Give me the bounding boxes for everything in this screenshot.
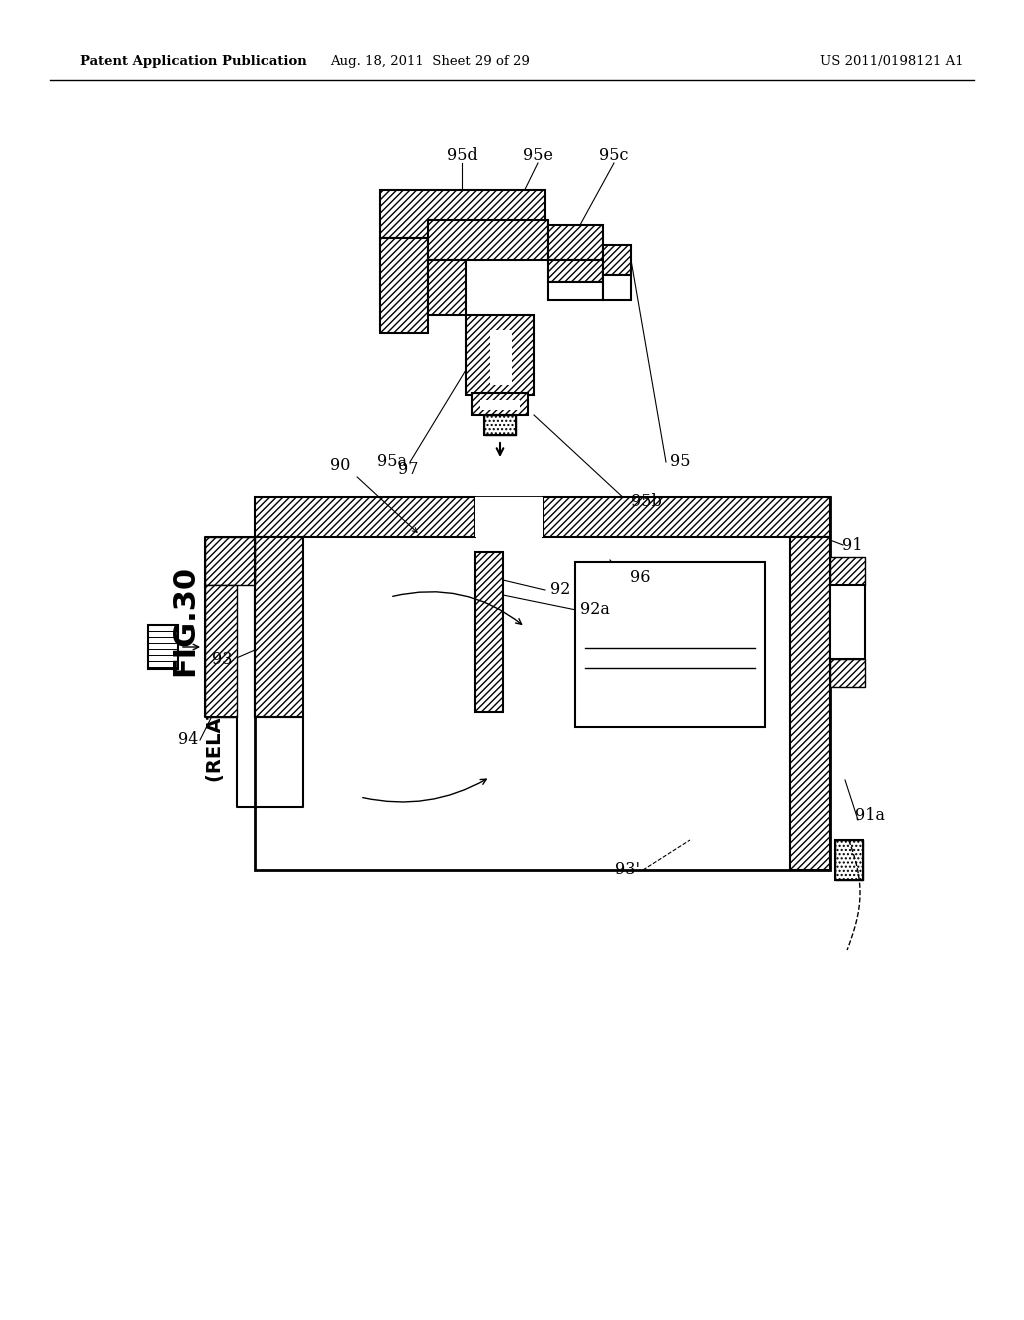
Text: US 2011/0198121 A1: US 2011/0198121 A1 <box>820 55 964 69</box>
Text: 92: 92 <box>550 582 570 598</box>
Bar <box>548 282 603 300</box>
Text: 95b: 95b <box>631 494 662 511</box>
Bar <box>475 552 503 711</box>
Bar <box>490 330 512 385</box>
Bar <box>830 557 865 585</box>
Bar <box>575 562 765 727</box>
Bar <box>205 585 237 717</box>
Bar <box>603 275 631 300</box>
Text: 92a: 92a <box>580 602 610 619</box>
Text: 95a: 95a <box>377 454 407 470</box>
Bar <box>428 220 548 260</box>
Bar <box>480 400 520 411</box>
Bar <box>835 840 863 880</box>
Text: 94: 94 <box>178 731 199 748</box>
Bar <box>472 393 528 414</box>
Text: 91a: 91a <box>855 807 885 824</box>
Text: Aug. 18, 2011  Sheet 29 of 29: Aug. 18, 2011 Sheet 29 of 29 <box>330 55 530 69</box>
Bar <box>428 260 466 315</box>
Bar <box>548 260 603 282</box>
Bar <box>255 498 830 870</box>
Bar <box>148 624 178 669</box>
Bar <box>790 537 830 870</box>
Bar <box>380 238 428 333</box>
Bar <box>205 537 255 585</box>
Bar <box>484 414 516 436</box>
Text: FIG.30: FIG.30 <box>171 565 200 676</box>
Text: 90: 90 <box>330 457 350 474</box>
Text: 93': 93' <box>615 862 640 879</box>
Bar <box>484 414 516 436</box>
Text: 96: 96 <box>630 569 650 586</box>
Text: 97: 97 <box>397 462 418 479</box>
Text: 91: 91 <box>842 536 862 553</box>
Text: 93: 93 <box>212 652 232 668</box>
Text: 95c: 95c <box>599 147 629 164</box>
Bar <box>543 498 830 537</box>
Bar <box>603 246 631 275</box>
Bar <box>466 315 534 395</box>
Text: (RELATED ART): (RELATED ART) <box>206 618 224 781</box>
Bar <box>475 498 543 537</box>
Bar <box>255 537 303 717</box>
Text: 95e: 95e <box>523 147 553 164</box>
Bar <box>255 498 475 537</box>
Bar <box>830 585 865 659</box>
Bar <box>830 659 865 686</box>
Text: Patent Application Publication: Patent Application Publication <box>80 55 307 69</box>
Bar <box>380 190 545 238</box>
Text: 95: 95 <box>670 454 690 470</box>
Bar <box>548 224 603 260</box>
Bar <box>835 840 863 880</box>
Text: 95d: 95d <box>446 147 477 164</box>
